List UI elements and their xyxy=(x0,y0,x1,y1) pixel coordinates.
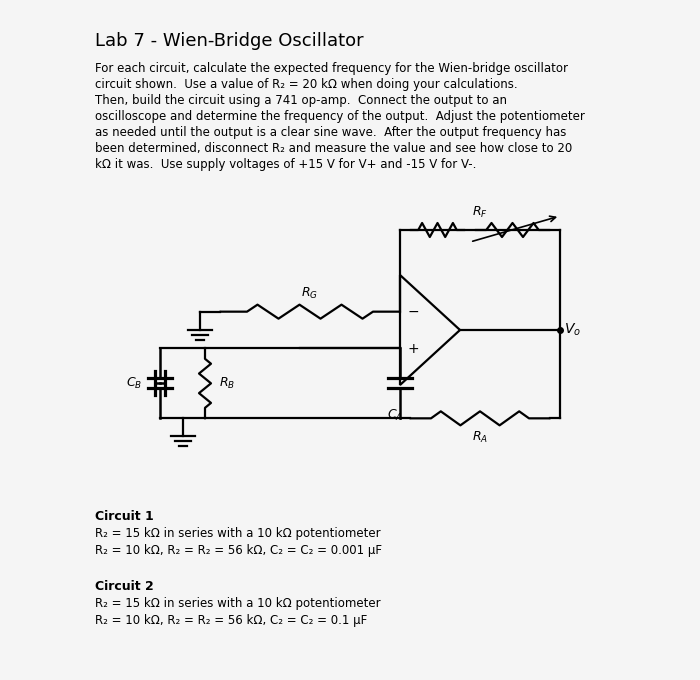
Text: $-$: $-$ xyxy=(407,304,419,318)
Text: For each circuit, calculate the expected frequency for the Wien-bridge oscillato: For each circuit, calculate the expected… xyxy=(95,62,568,75)
Text: $R_B$: $R_B$ xyxy=(219,376,235,391)
Text: Lab 7 - Wien-Bridge Oscillator: Lab 7 - Wien-Bridge Oscillator xyxy=(95,32,363,50)
Text: as needed until the output is a clear sine wave.  After the output frequency has: as needed until the output is a clear si… xyxy=(95,126,566,139)
Text: kΩ it was.  Use supply voltages of +15 V for V+ and -15 V for V-.: kΩ it was. Use supply voltages of +15 V … xyxy=(95,158,477,171)
Text: R₂ = 10 kΩ, R₂ = R₂ = 56 kΩ, C₂ = C₂ = 0.1 μF: R₂ = 10 kΩ, R₂ = R₂ = 56 kΩ, C₂ = C₂ = 0… xyxy=(95,614,368,627)
Text: $R_G$: $R_G$ xyxy=(302,286,318,301)
Text: Circuit 1: Circuit 1 xyxy=(95,510,154,523)
Text: Then, build the circuit using a 741 op-amp.  Connect the output to an: Then, build the circuit using a 741 op-a… xyxy=(95,94,507,107)
Text: oscilloscope and determine the frequency of the output.  Adjust the potentiomete: oscilloscope and determine the frequency… xyxy=(95,110,585,123)
Text: $C_B$: $C_B$ xyxy=(126,376,142,391)
Text: $R_F$: $R_F$ xyxy=(472,205,488,220)
Text: R₂ = 10 kΩ, R₂ = R₂ = 56 kΩ, C₂ = C₂ = 0.001 μF: R₂ = 10 kΩ, R₂ = R₂ = 56 kΩ, C₂ = C₂ = 0… xyxy=(95,544,382,557)
Text: been determined, disconnect R₂ and measure the value and see how close to 20: been determined, disconnect R₂ and measu… xyxy=(95,142,573,155)
Text: R₂ = 15 kΩ in series with a 10 kΩ potentiometer: R₂ = 15 kΩ in series with a 10 kΩ potent… xyxy=(95,597,381,610)
Text: circuit shown.  Use a value of R₂ = 20 kΩ when doing your calculations.: circuit shown. Use a value of R₂ = 20 kΩ… xyxy=(95,78,517,91)
Text: $+$: $+$ xyxy=(407,342,419,356)
Text: $C_A$: $C_A$ xyxy=(387,408,403,424)
Text: $R_A$: $R_A$ xyxy=(472,430,488,445)
Text: Circuit 2: Circuit 2 xyxy=(95,580,154,593)
Text: R₂ = 15 kΩ in series with a 10 kΩ potentiometer: R₂ = 15 kΩ in series with a 10 kΩ potent… xyxy=(95,527,381,540)
Text: $V_o$: $V_o$ xyxy=(564,322,581,338)
